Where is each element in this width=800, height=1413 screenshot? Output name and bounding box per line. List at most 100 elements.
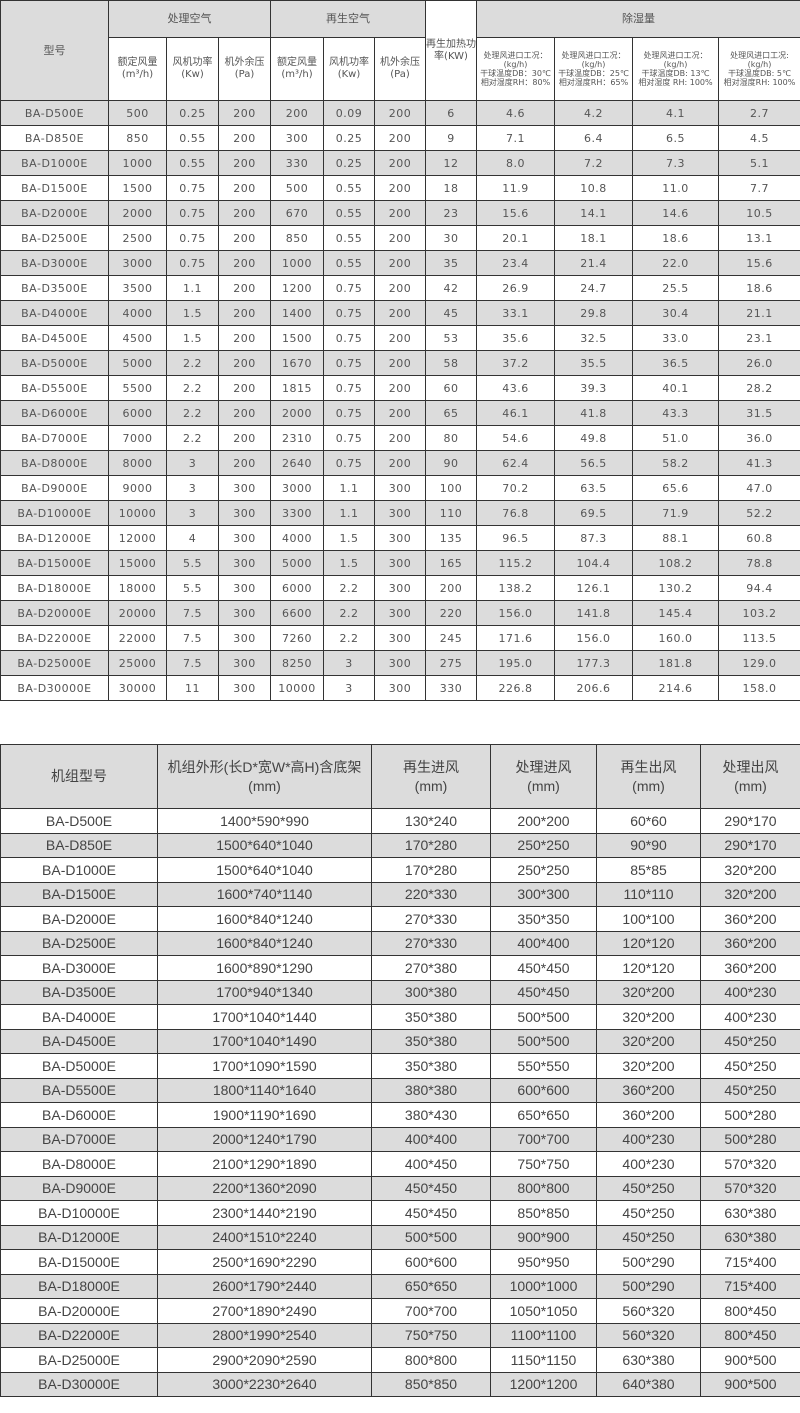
value-cell: 200 [374, 400, 426, 426]
value-cell: 0.55 [323, 250, 375, 276]
table-row: BA-D1000E 1000 0.55 200 330 0.25 200 12 8.0 7.2 7.… [0, 150, 800, 176]
value-cell: 200 [218, 150, 271, 176]
value-cell: 7.1 [476, 125, 555, 151]
value-cell: 200 [374, 375, 426, 401]
table-row: BA-D5000E 1700*1090*1590 350*380 550*550 320… [0, 1053, 800, 1079]
value-cell: 1.1 [323, 475, 375, 501]
value-cell: 400*230 [596, 1151, 701, 1177]
value-cell: 1700*1040*1440 [157, 1004, 372, 1030]
value-cell: 4.6 [476, 100, 555, 126]
value-cell: 4500 [108, 325, 167, 351]
value-cell: 88.1 [632, 525, 719, 551]
value-cell: 53 [425, 325, 477, 351]
model-cell: BA-D15000E [0, 1249, 158, 1275]
value-cell: 400*230 [700, 979, 800, 1005]
value-cell: 715*400 [700, 1249, 800, 1275]
value-cell: 94.4 [718, 575, 800, 601]
value-cell: 20000 [108, 600, 167, 626]
value-cell: 4000 [270, 525, 324, 551]
model-cell: BA-D5500E [0, 375, 109, 401]
model-cell: BA-D25000E [0, 1347, 158, 1373]
value-cell: 200 [218, 250, 271, 276]
value-cell: 20.1 [476, 225, 555, 251]
value-cell: 1670 [270, 350, 324, 376]
value-cell: 1000*1000 [490, 1273, 597, 1299]
value-cell: 360*200 [700, 906, 800, 932]
value-cell: 10000 [108, 500, 167, 526]
model-cell: BA-D8000E [0, 450, 109, 476]
value-cell: 10.8 [554, 175, 633, 201]
header-condition-2: 处理风进口工况： (kg/h) 干球温度DB：25℃ 相对湿度RH：65% [554, 37, 633, 101]
value-cell: 360*200 [700, 955, 800, 981]
value-cell: 300 [218, 625, 271, 651]
value-cell: 300 [374, 650, 426, 676]
value-cell: 2.2 [166, 375, 219, 401]
value-cell: 850 [270, 225, 324, 251]
value-cell: 850 [108, 125, 167, 151]
value-cell: 2400*1510*2240 [157, 1224, 372, 1250]
value-cell: 500 [108, 100, 167, 126]
value-cell: 300 [218, 650, 271, 676]
value-cell: 78.8 [718, 550, 800, 576]
value-cell: 3500 [108, 275, 167, 301]
value-cell: 47.0 [718, 475, 800, 501]
model-cell: BA-D20000E [0, 600, 109, 626]
header-process-pressure: 机外余压(Pa) [218, 37, 271, 101]
value-cell: 6.5 [632, 125, 719, 151]
table-row: BA-D25000E 25000 7.5 300 8250 3 300 275 195.0 177… [0, 650, 800, 676]
value-cell: 330 [425, 675, 477, 701]
value-cell: 120*120 [596, 930, 701, 956]
model-cell: BA-D500E [0, 100, 109, 126]
table-row: BA-D3000E 3000 0.75 200 1000 0.55 200 35 23.4 21.… [0, 250, 800, 276]
model-cell: BA-D18000E [0, 1273, 158, 1299]
value-cell: 171.6 [476, 625, 555, 651]
value-cell: 500*500 [490, 1004, 597, 1030]
value-cell: 41.8 [554, 400, 633, 426]
value-cell: 8000 [108, 450, 167, 476]
value-cell: 1600*840*1240 [157, 930, 372, 956]
value-cell: 0.09 [323, 100, 375, 126]
value-cell: 0.55 [166, 150, 219, 176]
value-cell: 110 [425, 500, 477, 526]
value-cell: 11.0 [632, 175, 719, 201]
value-cell: 2.2 [166, 400, 219, 426]
value-cell: 3300 [270, 500, 324, 526]
value-cell: 1700*1090*1590 [157, 1053, 372, 1079]
value-cell: 400*400 [490, 930, 597, 956]
model-cell: BA-D25000E [0, 650, 109, 676]
value-cell: 2.7 [718, 100, 800, 126]
model-cell: BA-D4000E [0, 300, 109, 326]
value-cell: 1600*740*1140 [157, 881, 372, 907]
value-cell: 2700*1890*2490 [157, 1298, 372, 1324]
table-row: BA-D6000E 1900*1190*1690 380*430 650*650 360… [0, 1102, 800, 1128]
value-cell: 52.2 [718, 500, 800, 526]
value-cell: 177.3 [554, 650, 633, 676]
value-cell: 640*380 [596, 1371, 701, 1397]
value-cell: 200 [218, 125, 271, 151]
table-row: BA-D7000E 7000 2.2 200 2310 0.75 200 80 54.6 49.8… [0, 425, 800, 451]
value-cell: 300 [218, 575, 271, 601]
value-cell: 250*250 [490, 832, 597, 858]
value-cell: 300 [218, 550, 271, 576]
value-cell: 7.7 [718, 175, 800, 201]
table-row: BA-D1000E 1500*640*1040 170*280 250*250 85*8… [0, 857, 800, 883]
value-cell: 29.8 [554, 300, 633, 326]
value-cell: 36.0 [718, 425, 800, 451]
model-cell: BA-D1000E [0, 857, 158, 883]
value-cell: 1.1 [323, 500, 375, 526]
value-cell: 300 [374, 500, 426, 526]
header-process-air: 处理空气 [108, 0, 271, 38]
table-row: BA-D2500E 2500 0.75 200 850 0.55 200 30 20.1 18.1… [0, 225, 800, 251]
table-row: BA-D12000E 12000 4 300 4000 1.5 300 135 96.5 87.3… [0, 525, 800, 551]
value-cell: 2300*1440*2190 [157, 1200, 372, 1226]
value-cell: 200 [374, 425, 426, 451]
value-cell: 1200*1200 [490, 1371, 597, 1397]
value-cell: 35.6 [476, 325, 555, 351]
value-cell: 2000 [270, 400, 324, 426]
value-cell: 950*950 [490, 1249, 597, 1275]
value-cell: 1800*1140*1640 [157, 1077, 372, 1103]
value-cell: 22000 [108, 625, 167, 651]
table-row: BA-D22000E 22000 7.5 300 7260 2.2 300 245 171.6 1… [0, 625, 800, 651]
value-cell: 600*600 [490, 1077, 597, 1103]
value-cell: 245 [425, 625, 477, 651]
